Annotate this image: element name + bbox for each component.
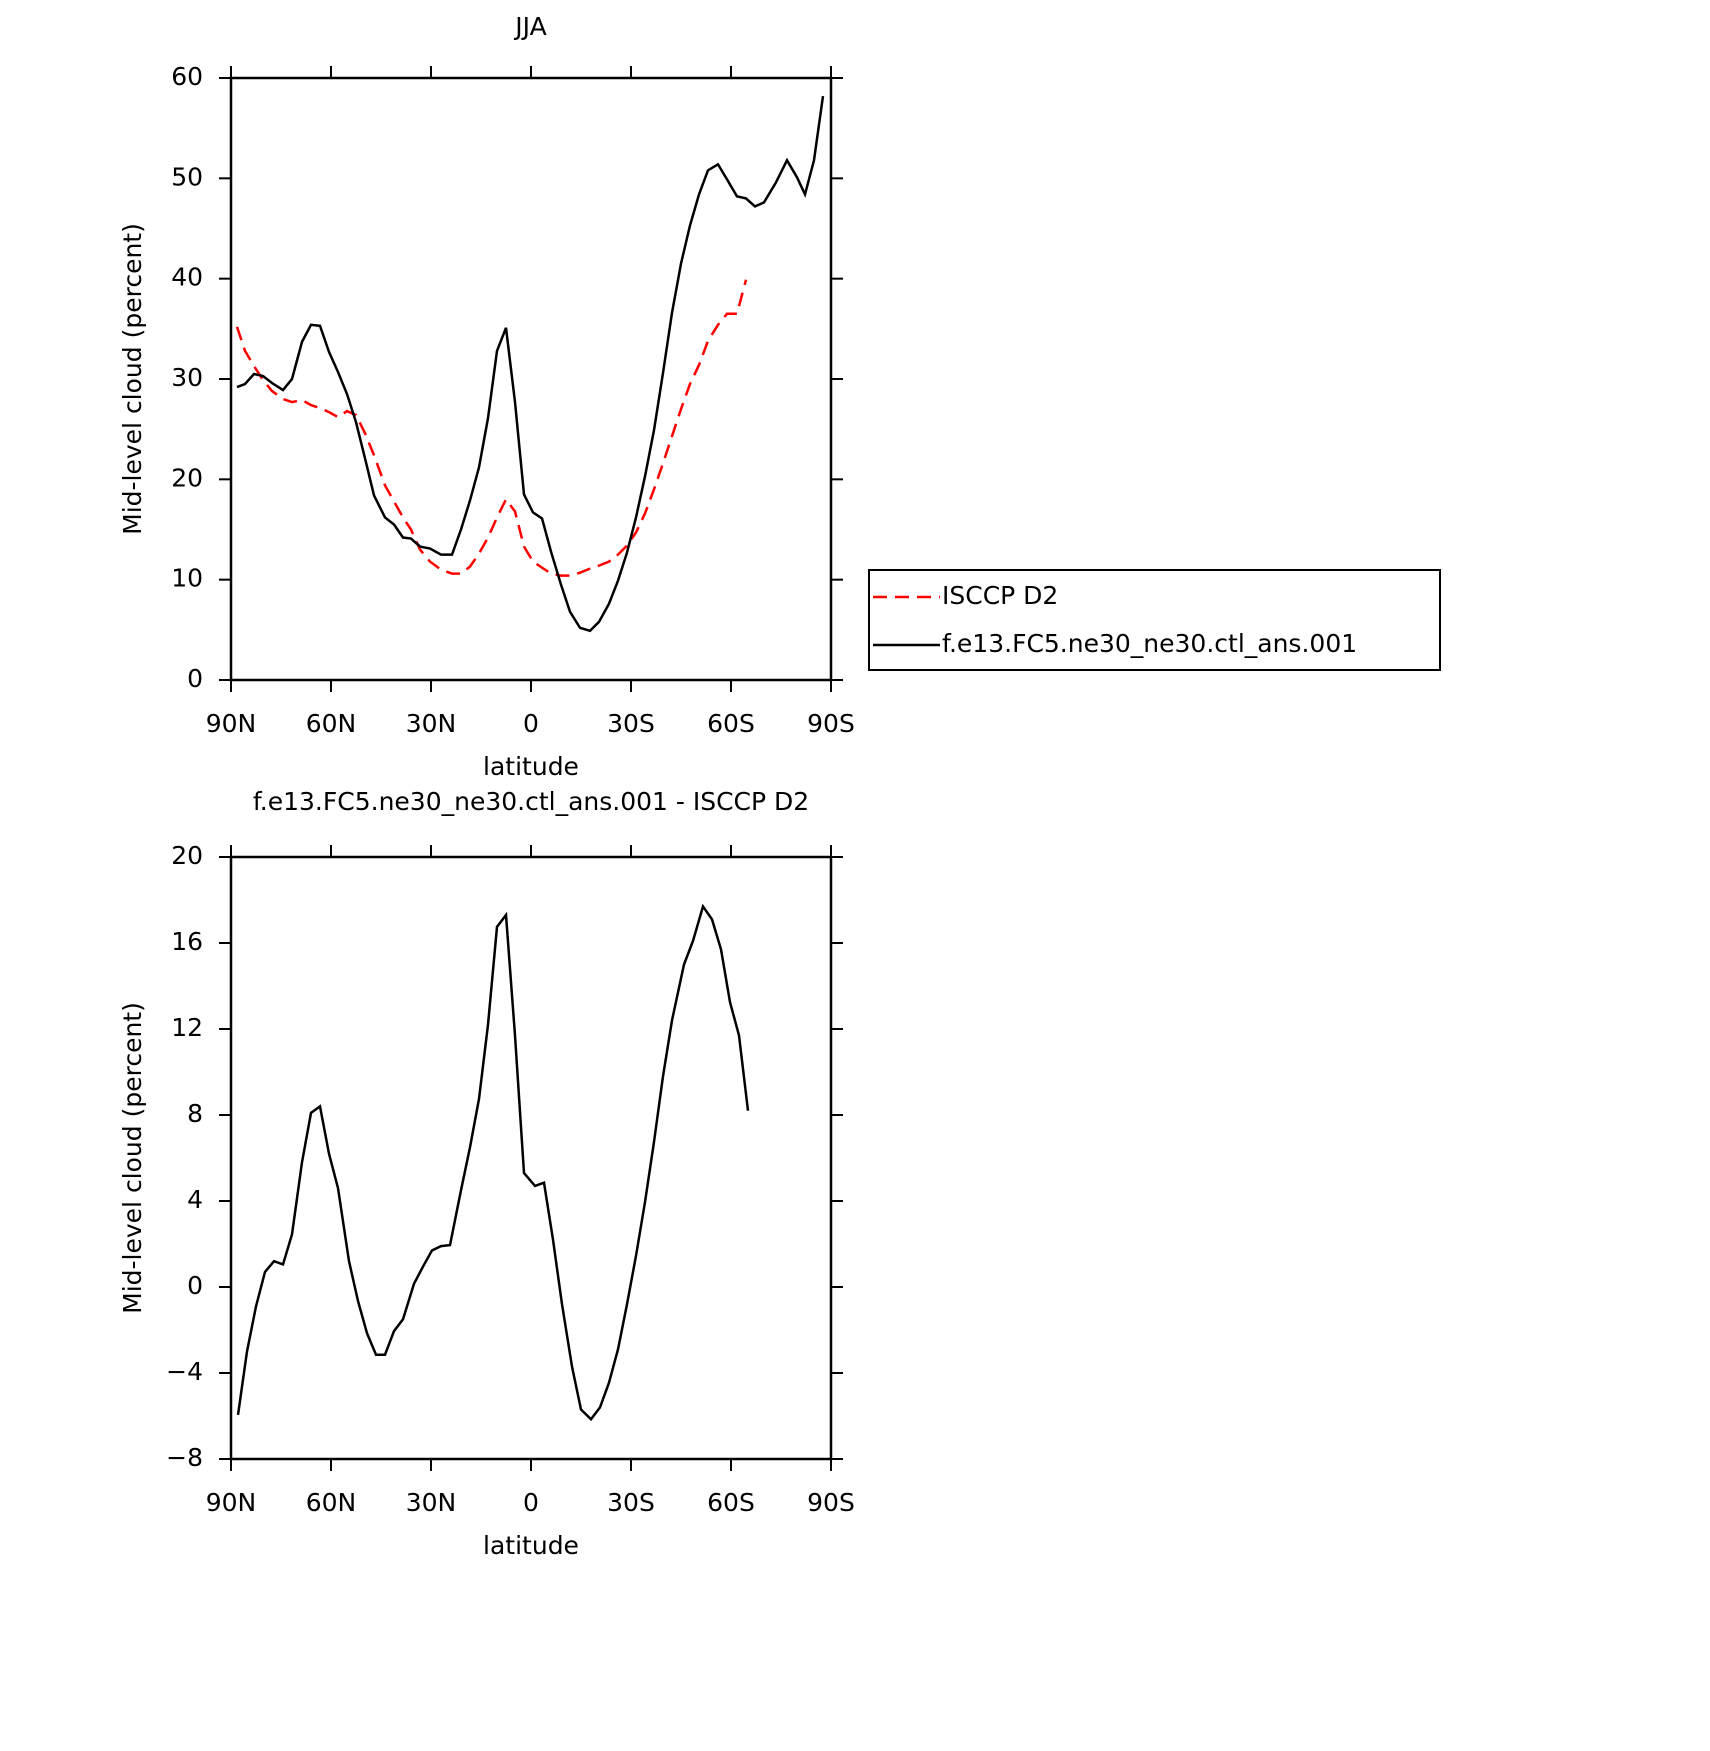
x-tick-label: 30S [607,1488,655,1517]
plot-frame [229,855,833,1461]
y-tick-label: −8 [166,1443,203,1472]
x-tick-label: 60S [707,709,755,738]
x-tick-label: 90S [807,709,855,738]
y-tick-label: 20 [171,841,203,870]
x-tick-label: 90S [807,1488,855,1517]
y-tick-label: 0 [187,664,203,693]
y-axis-label: Mid-level cloud (percent) [118,1002,147,1314]
y-tick-label: 40 [171,263,203,292]
x-tick-label: 30N [406,1488,457,1517]
legend-box [868,569,1441,671]
x-tick-label: 30N [406,709,457,738]
x-axis-label: latitude [483,752,579,781]
legend-label: ISCCP D2 [942,581,1058,610]
series-line [236,95,825,633]
y-tick-label: 12 [171,1013,203,1042]
series-line [235,279,748,577]
legend-label: f.e13.FC5.ne30_ne30.ctl_ans.001 [942,629,1357,658]
chart-title: f.e13.FC5.ne30_ne30.ctl_ans.001 - ISCCP … [253,787,809,816]
y-tick-label: 0 [187,1271,203,1300]
x-tick-label: 60S [707,1488,755,1517]
series-line [236,903,750,1422]
y-tick-label: 50 [171,162,203,191]
plot-frame [229,76,833,682]
y-tick-label: −4 [166,1357,203,1386]
chart-title: JJA [513,12,546,41]
x-tick-label: 60N [306,1488,357,1517]
x-tick-label: 90N [206,709,257,738]
x-tick-label: 90N [206,1488,257,1517]
x-axis-label: latitude [483,1531,579,1560]
y-tick-label: 8 [187,1099,203,1128]
x-tick-label: 0 [523,709,539,738]
x-tick-label: 30S [607,709,655,738]
y-tick-label: 30 [171,363,203,392]
y-tick-label: 60 [171,62,203,91]
y-axis-label: Mid-level cloud (percent) [118,223,147,535]
x-tick-label: 0 [523,1488,539,1517]
y-tick-label: 10 [171,564,203,593]
y-tick-label: 16 [171,927,203,956]
y-tick-label: 4 [187,1185,203,1214]
y-tick-label: 20 [171,463,203,492]
x-tick-label: 60N [306,709,357,738]
